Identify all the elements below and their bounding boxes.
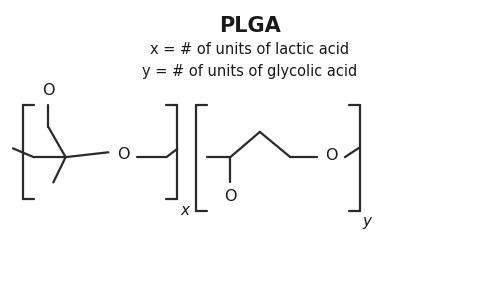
Text: O: O bbox=[117, 147, 130, 162]
Text: y: y bbox=[362, 214, 372, 229]
Text: O: O bbox=[42, 84, 54, 98]
Text: x: x bbox=[180, 203, 189, 218]
Text: PLGA: PLGA bbox=[219, 16, 281, 36]
Text: O: O bbox=[224, 189, 236, 204]
Text: O: O bbox=[325, 148, 338, 163]
Text: x = # of units of lactic acid: x = # of units of lactic acid bbox=[150, 42, 350, 57]
Text: y = # of units of glycolic acid: y = # of units of glycolic acid bbox=[142, 64, 358, 79]
